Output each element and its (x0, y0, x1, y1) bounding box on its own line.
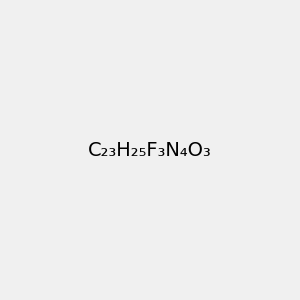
Text: C₂₃H₂₅F₃N₄O₃: C₂₃H₂₅F₃N₄O₃ (88, 140, 212, 160)
